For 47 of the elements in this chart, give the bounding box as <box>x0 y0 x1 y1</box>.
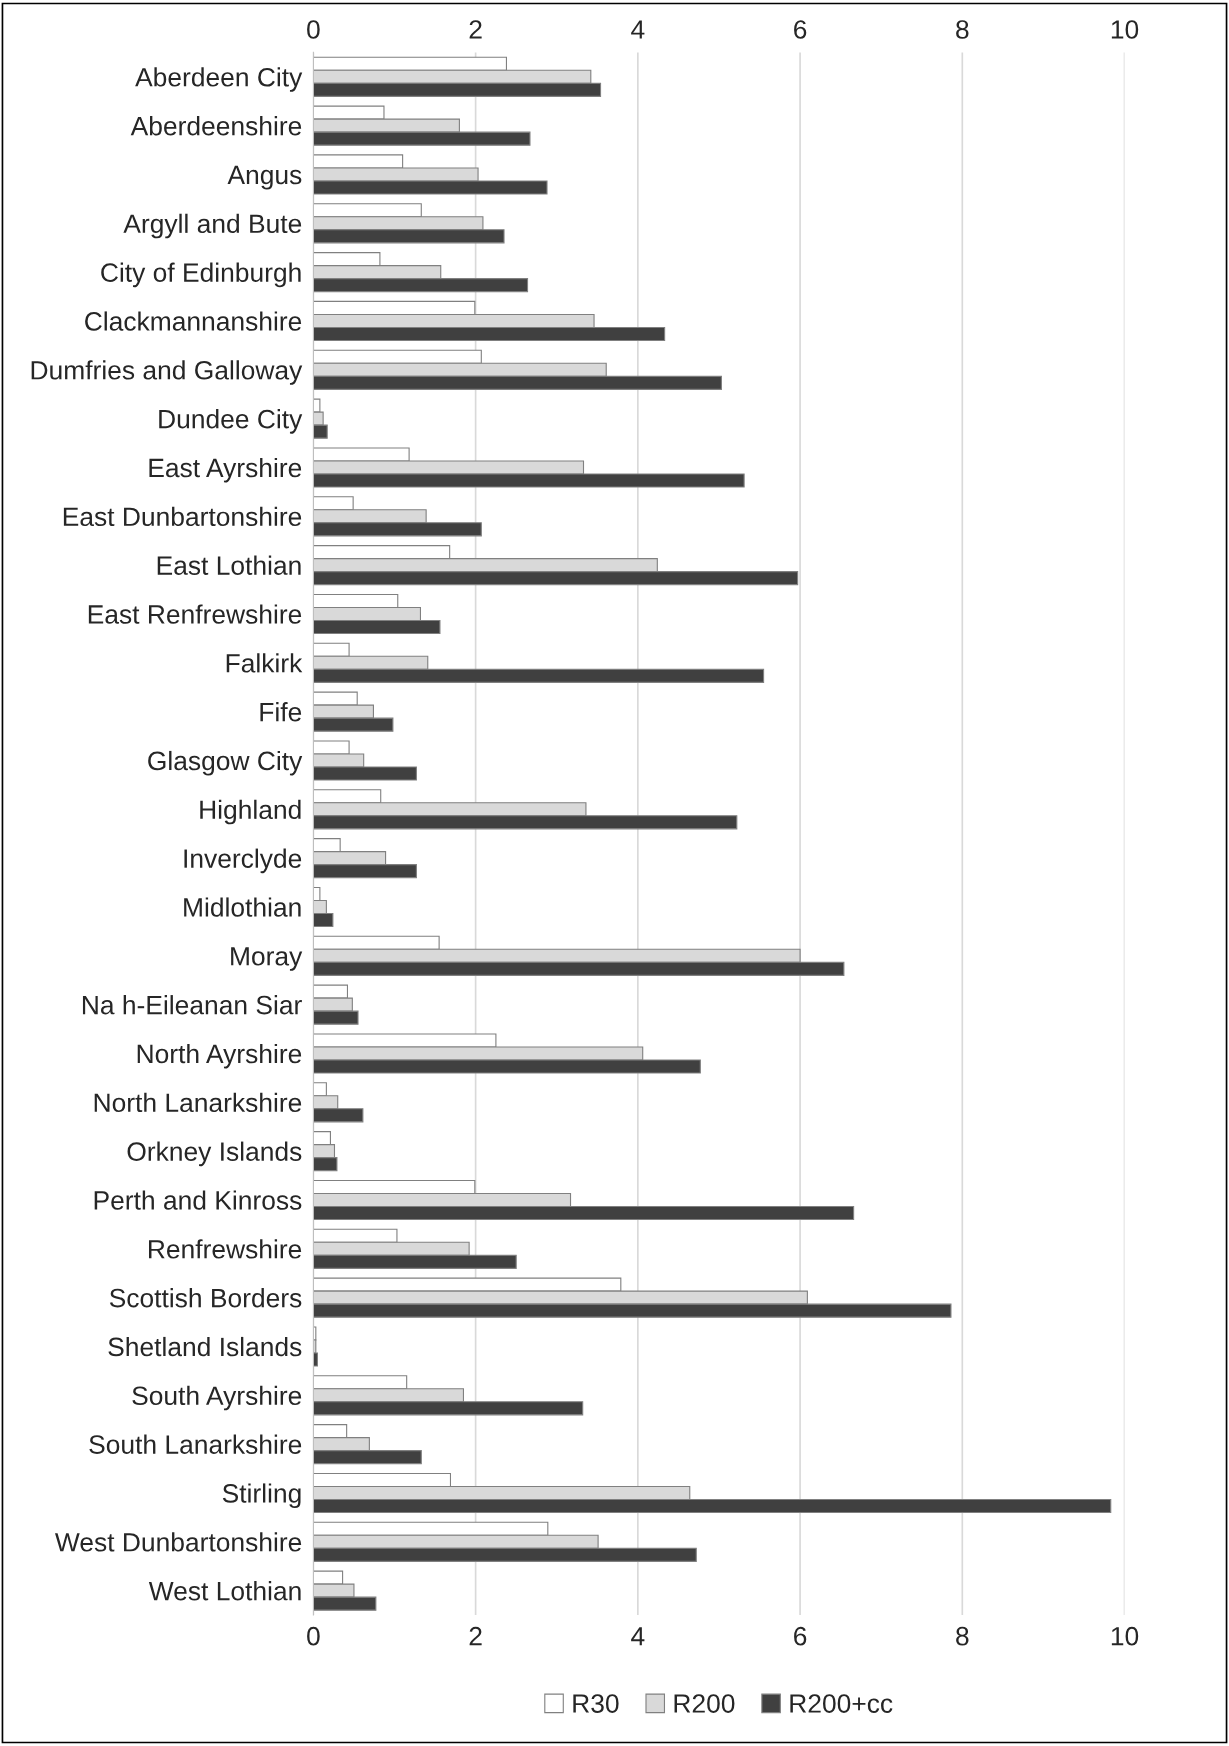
y-tick-label: South Ayrshire <box>132 1385 302 1411</box>
y-tick-label: West Lothian <box>148 1581 301 1601</box>
x2-tick-label: 2 <box>469 20 482 39</box>
x-tick-label: 10 <box>1111 1626 1139 1646</box>
y-tick-label: Perth and Kinross <box>94 1190 302 1210</box>
legend-label: R200+cc <box>790 1694 893 1713</box>
y-tick-label: City of Edinburgh <box>101 262 301 288</box>
y-tick-label: Angus <box>227 165 302 190</box>
y-tick-label: North Ayrshire <box>137 1043 302 1069</box>
y-tick-label: South Lanarkshire <box>89 1434 302 1454</box>
y-tick-label: Highland <box>200 799 301 825</box>
y-tick-label: Fife <box>260 702 302 722</box>
y-tick-label: Midlothian <box>184 897 301 917</box>
y-tick-label: North Lanarkshire <box>94 1092 302 1113</box>
y-tick-label: Renfrewshire <box>149 1239 302 1259</box>
y-tick-label: Scottish Borders <box>109 1288 302 1308</box>
legend-label: R200 <box>674 1694 735 1713</box>
y-tick-label: East Renfrewshire <box>88 604 302 624</box>
x2-tick-label: 4 <box>631 20 645 39</box>
y-tick-label: East Lothian <box>157 555 301 575</box>
x-tick-label: 6 <box>794 1626 807 1646</box>
x-tick-label: 4 <box>631 1627 645 1646</box>
x2-tick-label: 8 <box>956 20 969 39</box>
y-tick-label: East Ayrshire <box>149 457 302 483</box>
y-tick-label: Shetland Islands <box>108 1336 302 1357</box>
y-tick-label: Falkirk <box>226 653 303 673</box>
y-tick-label: Clackmannanshire <box>85 311 302 331</box>
y-tick-label: Dumfries and Galloway <box>31 360 303 385</box>
x2-tick-label: 6 <box>794 20 807 39</box>
y-tick-label: Moray <box>231 947 303 971</box>
y-tick-label: West Dunbartonshire <box>55 1532 302 1552</box>
x-tick-label: 2 <box>469 1626 482 1646</box>
y-tick-label: Aberdeenshire <box>130 116 302 136</box>
y-tick-label: East Dunbartonshire <box>63 506 302 527</box>
x2-tick-label: 10 <box>1111 20 1139 39</box>
x-tick-label: 8 <box>956 1626 969 1646</box>
legend-label: R30 <box>573 1694 619 1713</box>
y-tick-label: Glasgow City <box>148 750 303 776</box>
y-tick-label: Inverclyde <box>184 848 302 874</box>
y-tick-label: Stirling <box>222 1483 301 1508</box>
x2-tick-label: 0 <box>307 20 320 39</box>
y-tick-label: Dundee City <box>159 409 303 434</box>
x-tick-label: 0 <box>307 1626 320 1646</box>
y-tick-label: Aberdeen City <box>135 67 303 92</box>
y-tick-label: Na h-Eileanan Siar <box>82 995 302 1015</box>
y-tick-label: Argyll and Bute <box>123 213 302 239</box>
y-tick-label: Orkney Islands <box>127 1141 302 1167</box>
